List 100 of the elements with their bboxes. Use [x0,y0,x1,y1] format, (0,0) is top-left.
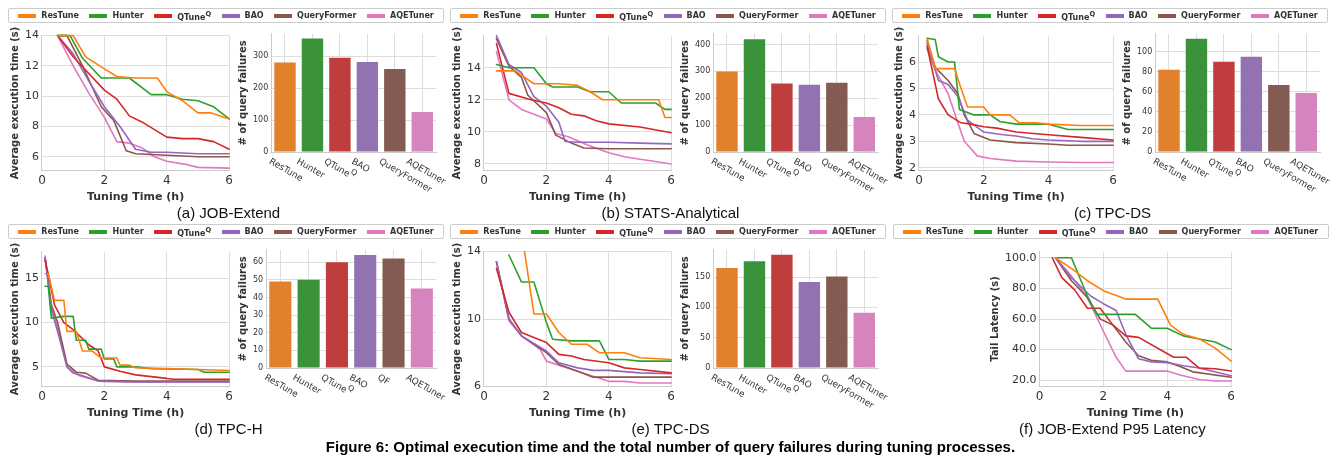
x-tick-label: 4 [604,388,613,403]
x-tick-label: 2 [100,388,109,403]
y-tick-label: 80.0 [1011,281,1036,295]
y-axis-title: # of query failures [678,40,690,146]
legend-label: Hunter [554,227,586,236]
bar [384,68,406,152]
legend-label: ResTune [483,227,521,236]
text: (d) TPC-H [193,420,264,438]
legend-label: BAO [1128,11,1148,20]
x-axis-title: Tuning Time (h) [87,406,185,420]
y-tick-label: 100 [694,120,711,130]
y-tick-label: 100 [694,302,711,312]
y-axis-title: # of query failures [236,256,248,362]
y-tick-label: 40 [252,292,264,302]
x-axis-title: Tuning Time (h) [87,190,185,204]
y-tick-label: 0 [1147,147,1153,157]
text: (b) STATS-Analytical [600,204,741,222]
bar [743,39,766,152]
legend-label: Hunter [996,11,1028,20]
y-tick-label: 10 [252,345,264,355]
y-tick-label: 10 [467,124,481,138]
y-axis-title: # of query failures [1120,40,1132,146]
y-tick-label: 0 [263,147,269,157]
legend-label: AQETuner [831,11,876,20]
y-tick-label: 0 [258,363,264,373]
text: (c) TPC-DS [1072,204,1153,222]
x-tick-label: 2 [1099,388,1107,403]
bar [411,112,433,152]
y-axis-title: Average execution time (s) [8,242,20,396]
legend-label: BAO [686,11,706,20]
y-tick-label: 20 [252,327,264,337]
legend-label: AQETuner [831,227,876,236]
y-tick-label: 300 [694,66,711,76]
legend-label: QTune$^{Q}$ [619,225,654,238]
bar [743,261,766,368]
legend-label: QueryFormer [739,227,799,236]
caption: Figure 6: Optimal execution time and the total number of query failures during tuning processes. [324,438,1017,455]
y-axis-title: Average execution time (s) [8,26,20,180]
y-axis-title: Tail Latency (s) [988,276,1000,362]
y-tick-label: 14 [467,244,481,258]
legend-label: ResTune [925,11,963,20]
bar [356,61,379,152]
y-tick-label: 200 [252,83,269,93]
x-tick-label: 2 [979,172,988,187]
legend-label: QueryFormer [1181,11,1241,20]
legend-label: QTune$^{Q}$ [1061,9,1096,22]
x-tick-label: 4 [604,172,613,187]
y-tick-label: 5 [909,81,916,95]
bar [301,38,324,152]
legend-label: AQETuner [1273,11,1318,20]
x-tick-label: 2 [542,172,551,187]
bar [274,62,296,152]
y-tick-label: 80 [1142,66,1153,76]
legend-label: BAO [244,227,264,236]
x-tick-label: 2 [100,172,109,187]
y-tick-label: 400 [694,39,711,49]
y-tick-label: 60 [1142,86,1153,96]
x-axis-title: Tuning Time (h) [967,190,1065,204]
x-tick-label: 6 [667,388,675,403]
bar [1213,61,1235,152]
y-tick-label: 20 [1142,127,1153,137]
legend-label: ResTune [41,227,79,236]
y-tick-label: 14 [25,28,39,42]
y-tick-label: 300 [252,51,269,61]
y-tick-label: 3 [909,134,916,148]
x-axis-title: Tuning Time (h) [529,190,627,204]
y-tick-label: 8 [474,156,481,170]
x-tick-label: 6 [667,172,675,187]
text: (e) TPC-DS [630,420,711,438]
legend-label: QTune$^{Q}$ [177,225,212,238]
legend-label: AQETuner [389,227,434,236]
y-tick-label: 10 [467,311,481,325]
legend-label: QueryFormer [297,11,357,20]
y-axis-title: Average execution time (s) [450,26,462,180]
bar [771,254,793,368]
y-tick-label: 5 [32,359,39,373]
bar [826,82,848,152]
bar [354,255,377,368]
legend-label: ResTune [925,227,964,236]
y-tick-label: 100 [1136,46,1153,56]
y-axis-title: Average execution time (s) [450,242,462,396]
legend-label: QTune$^{Q}$ [177,9,212,22]
text: (a) JOB-Extend [175,204,282,222]
x-tick-label: 6 [225,388,233,403]
x-tick-label: 4 [1044,172,1053,187]
bar [1295,92,1317,152]
legend-label: ResTune [41,11,79,20]
legend-label: Hunter [112,11,144,20]
y-axis-title: # of query failures [678,256,690,362]
x-tick-label: 6 [1109,172,1117,187]
bar [297,279,320,368]
bar [1158,69,1180,152]
bar [1185,38,1208,152]
y-tick-label: 0 [705,363,711,373]
x-tick-label: 6 [225,172,233,187]
y-tick-label: 200 [694,93,711,103]
y-tick-label: 50 [700,332,711,342]
bar [382,258,405,368]
y-tick-label: 100.0 [1004,250,1036,264]
bar [269,281,292,368]
